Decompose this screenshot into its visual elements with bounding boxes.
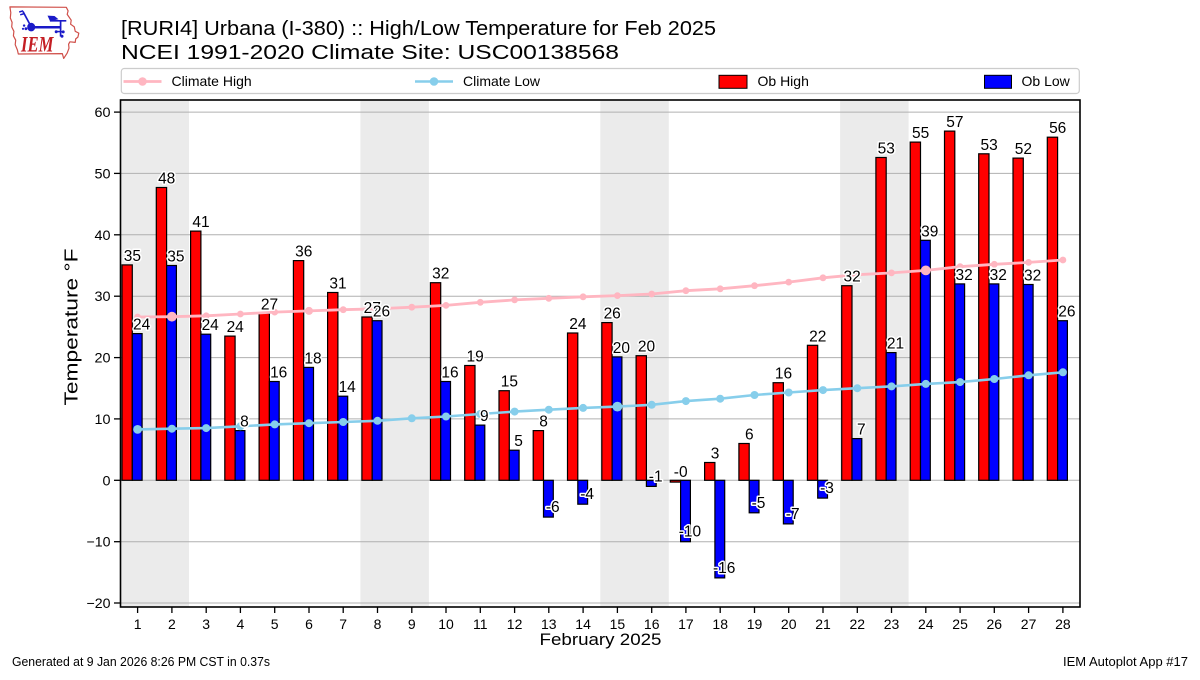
- svg-text:4: 4: [237, 616, 245, 632]
- svg-text:35: 35: [167, 249, 184, 266]
- svg-text:28: 28: [1055, 616, 1071, 632]
- svg-text:-16: -16: [713, 560, 735, 577]
- svg-text:32: 32: [955, 267, 972, 284]
- svg-text:-0: -0: [674, 464, 688, 481]
- svg-text:17: 17: [678, 616, 694, 632]
- svg-text:52: 52: [1015, 141, 1032, 158]
- svg-text:41: 41: [192, 214, 209, 231]
- svg-text:23: 23: [884, 616, 900, 632]
- svg-text:36: 36: [295, 244, 312, 261]
- svg-text:19: 19: [466, 349, 483, 366]
- svg-text:5: 5: [271, 616, 279, 632]
- svg-text:-6: -6: [546, 499, 560, 516]
- svg-text:39: 39: [921, 223, 938, 240]
- svg-text:26: 26: [604, 306, 621, 323]
- svg-text:8: 8: [374, 616, 382, 632]
- svg-text:35: 35: [124, 248, 141, 265]
- svg-text:19: 19: [747, 616, 763, 632]
- svg-text:32: 32: [843, 269, 860, 286]
- svg-text:IEM: IEM: [20, 32, 54, 57]
- svg-text:20: 20: [638, 339, 656, 356]
- svg-text:48: 48: [158, 171, 175, 188]
- svg-text:57: 57: [946, 114, 963, 131]
- svg-text:Ob Low: Ob Low: [1022, 73, 1071, 89]
- svg-text:12: 12: [507, 616, 523, 632]
- svg-text:32: 32: [1024, 268, 1041, 285]
- svg-text:24: 24: [227, 319, 245, 336]
- svg-text:32: 32: [990, 267, 1007, 284]
- svg-text:27: 27: [261, 296, 278, 313]
- svg-text:-3: -3: [820, 480, 834, 497]
- svg-text:0: 0: [103, 472, 111, 488]
- svg-text:−10: −10: [87, 534, 111, 550]
- svg-text:Generated at 9 Jan 2026 8:26 P: Generated at 9 Jan 2026 8:26 PM CST in 0…: [12, 655, 270, 669]
- svg-text:26: 26: [373, 304, 390, 321]
- svg-text:27: 27: [1021, 616, 1037, 632]
- svg-text:6: 6: [745, 427, 754, 444]
- svg-text:16: 16: [270, 365, 287, 382]
- svg-text:20: 20: [613, 340, 631, 357]
- svg-text:3: 3: [202, 616, 210, 632]
- svg-text:20: 20: [781, 616, 797, 632]
- svg-text:24: 24: [202, 317, 220, 334]
- svg-text:9: 9: [408, 616, 416, 632]
- svg-text:1: 1: [134, 616, 142, 632]
- svg-text:14: 14: [339, 379, 357, 396]
- svg-text:24: 24: [133, 317, 151, 334]
- svg-text:60: 60: [95, 104, 111, 120]
- svg-text:10: 10: [438, 616, 454, 632]
- svg-text:18: 18: [304, 350, 321, 367]
- svg-text:25: 25: [952, 616, 968, 632]
- svg-text:Climate Low: Climate Low: [463, 73, 541, 89]
- svg-text:24: 24: [918, 616, 934, 632]
- svg-text:NCEI 1991-2020 Climate Site: U: NCEI 1991-2020 Climate Site: USC00138568: [121, 42, 619, 64]
- svg-text:3: 3: [711, 446, 720, 463]
- svg-text:55: 55: [912, 125, 929, 142]
- svg-text:31: 31: [329, 276, 346, 293]
- svg-text:20: 20: [95, 350, 111, 366]
- svg-text:21: 21: [815, 616, 831, 632]
- svg-text:22: 22: [809, 328, 826, 345]
- svg-text:16: 16: [775, 366, 792, 383]
- svg-text:-1: -1: [649, 468, 663, 485]
- svg-text:2: 2: [168, 616, 176, 632]
- svg-text:10: 10: [95, 411, 111, 427]
- svg-text:7: 7: [857, 422, 866, 439]
- svg-text:32: 32: [432, 266, 449, 283]
- svg-text:21: 21: [887, 336, 904, 353]
- svg-text:-5: -5: [752, 495, 766, 512]
- svg-text:11: 11: [473, 616, 488, 632]
- svg-text:−20: −20: [87, 595, 111, 611]
- svg-text:-4: -4: [580, 486, 594, 503]
- svg-text:-10: -10: [679, 524, 702, 541]
- svg-text:53: 53: [980, 137, 997, 154]
- svg-text:56: 56: [1049, 120, 1066, 137]
- svg-text:26: 26: [1058, 304, 1075, 321]
- svg-text:IEM Autoplot App #17: IEM Autoplot App #17: [1063, 654, 1188, 669]
- svg-text:22: 22: [850, 616, 866, 632]
- svg-text:-7: -7: [786, 506, 800, 523]
- svg-text:30: 30: [95, 288, 111, 304]
- svg-text:Ob High: Ob High: [758, 73, 809, 89]
- svg-text:50: 50: [95, 165, 111, 181]
- svg-text:40: 40: [95, 227, 111, 243]
- svg-text:8: 8: [240, 414, 249, 431]
- svg-text:5: 5: [514, 433, 523, 450]
- svg-text:6: 6: [305, 616, 313, 632]
- svg-text:26: 26: [987, 616, 1003, 632]
- svg-text:9: 9: [480, 408, 489, 425]
- svg-text:24: 24: [569, 316, 587, 333]
- svg-text:Climate High: Climate High: [172, 73, 252, 89]
- svg-text:[RURI4] Urbana (I-380) :: High: [RURI4] Urbana (I-380) :: High/Low Tempe…: [121, 18, 716, 40]
- svg-text:7: 7: [339, 616, 347, 632]
- svg-text:8: 8: [539, 414, 548, 431]
- svg-text:15: 15: [501, 374, 518, 391]
- svg-text:February 2025: February 2025: [540, 630, 662, 649]
- svg-text:18: 18: [712, 616, 728, 632]
- svg-text:16: 16: [441, 365, 458, 382]
- svg-text:Temperature °F: Temperature °F: [61, 249, 82, 406]
- svg-text:53: 53: [878, 141, 895, 158]
